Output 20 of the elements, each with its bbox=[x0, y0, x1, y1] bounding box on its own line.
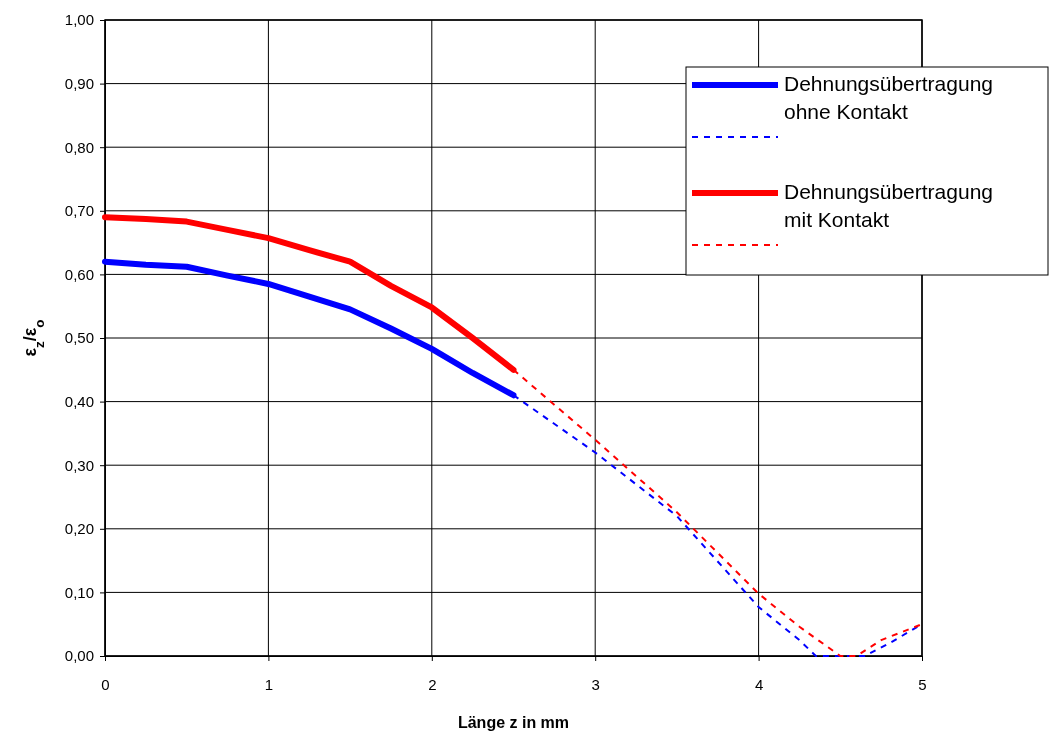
y-tick-label: 0,70 bbox=[64, 202, 94, 220]
x-axis-title: Länge z in mm bbox=[457, 714, 570, 731]
y-tick-label: 0,20 bbox=[64, 520, 94, 538]
y-tick-label: 0,80 bbox=[64, 138, 94, 156]
x-tick-label: 4 bbox=[754, 675, 764, 693]
legend-label: Dehnungsübertragung mit Kontakt bbox=[784, 180, 993, 231]
x-tick-label: 0 bbox=[101, 675, 110, 693]
y-tick-label: 0,50 bbox=[64, 329, 94, 347]
y-tick-label: 0,00 bbox=[64, 647, 94, 665]
x-tick-label: 3 bbox=[591, 675, 600, 693]
y-tick-label: 0,90 bbox=[64, 74, 94, 92]
x-tick-label: 5 bbox=[918, 675, 927, 693]
x-tick-label: 2 bbox=[428, 675, 437, 693]
y-tick-label: 0,30 bbox=[64, 456, 94, 474]
y-tick-label: 0,40 bbox=[64, 392, 94, 410]
y-tick-label: 0,60 bbox=[64, 265, 94, 283]
y-tick-label: 1,00 bbox=[64, 11, 94, 29]
legend-label: Dehnungsübertragung ohne Kontakt bbox=[784, 72, 993, 123]
y-tick-label: 0,10 bbox=[64, 583, 94, 601]
x-tick-label: 1 bbox=[264, 675, 274, 693]
